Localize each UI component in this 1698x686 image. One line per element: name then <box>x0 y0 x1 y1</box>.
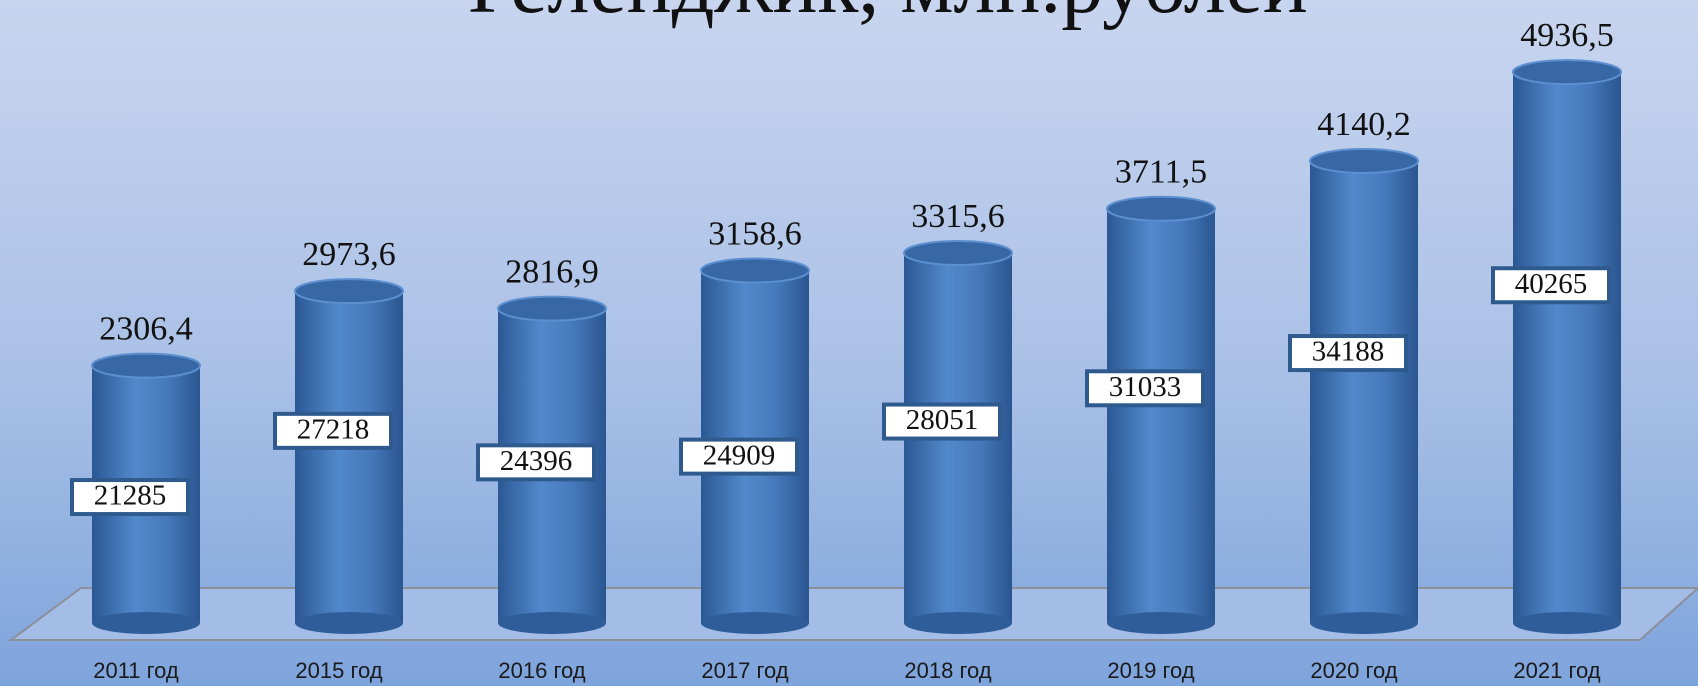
cylinder-base <box>701 612 809 634</box>
cylinder-body <box>1107 208 1215 623</box>
value-box <box>1288 334 1408 373</box>
x-tick-label: 2011 год <box>93 658 179 683</box>
cylinder-top <box>903 239 1013 266</box>
cylinder-top <box>294 278 404 305</box>
value-label: 2973,6 <box>302 236 396 273</box>
cylinder-base <box>904 612 1012 634</box>
value-label: 4140,2 <box>1317 106 1411 143</box>
value-box <box>679 437 799 476</box>
value-label: 3158,6 <box>708 215 802 252</box>
box-label: 34188 <box>1312 336 1385 368</box>
cylinder-base <box>498 612 606 634</box>
value-box <box>273 411 393 450</box>
cylinder-top <box>1512 59 1622 86</box>
x-tick-label: 2018 год <box>904 658 991 683</box>
box-label: 28051 <box>906 404 979 436</box>
value-label: 2816,9 <box>505 253 599 290</box>
x-tick-label: 2017 год <box>701 658 788 683</box>
box-label: 21285 <box>94 480 167 512</box>
x-tick-label: 2016 год <box>498 658 585 683</box>
cylinder-body <box>1513 72 1621 623</box>
box-label: 40265 <box>1515 268 1588 300</box>
cylinder-body <box>295 291 403 623</box>
cylinder-top <box>1106 195 1216 222</box>
value-label: 2306,4 <box>99 310 193 347</box>
x-tick-label: 2019 год <box>1107 658 1194 683</box>
box-label: 24909 <box>703 439 776 471</box>
value-box <box>70 478 190 517</box>
cylinder-top <box>700 257 810 284</box>
cylinder-top <box>497 295 607 322</box>
chart-title: Геленджик, млн.рублей <box>468 0 1308 31</box>
box-label: 24396 <box>500 445 573 477</box>
cylinder-base <box>1513 612 1621 634</box>
value-box <box>1085 369 1205 408</box>
cylinder-base <box>1107 612 1215 634</box>
box-label: 27218 <box>297 414 370 446</box>
floor <box>7 587 1698 641</box>
cylinder-top <box>91 352 201 379</box>
value-box <box>1491 266 1611 305</box>
value-label: 3315,6 <box>911 198 1005 235</box>
box-label: 31033 <box>1109 371 1182 403</box>
value-box <box>882 402 1002 441</box>
x-tick-label: 2020 год <box>1310 658 1397 683</box>
cylinder-base <box>295 612 403 634</box>
value-label: 3711,5 <box>1115 154 1207 191</box>
value-label: 4936,5 <box>1520 17 1614 54</box>
value-box <box>476 443 596 482</box>
cylinder-body <box>1310 160 1418 623</box>
cylinder-top <box>1309 147 1419 174</box>
x-tick-label: 2015 год <box>295 658 382 683</box>
cylinder-base <box>92 612 200 634</box>
cylinder-base <box>1310 612 1418 634</box>
x-tick-label: 2021 год <box>1513 658 1600 683</box>
